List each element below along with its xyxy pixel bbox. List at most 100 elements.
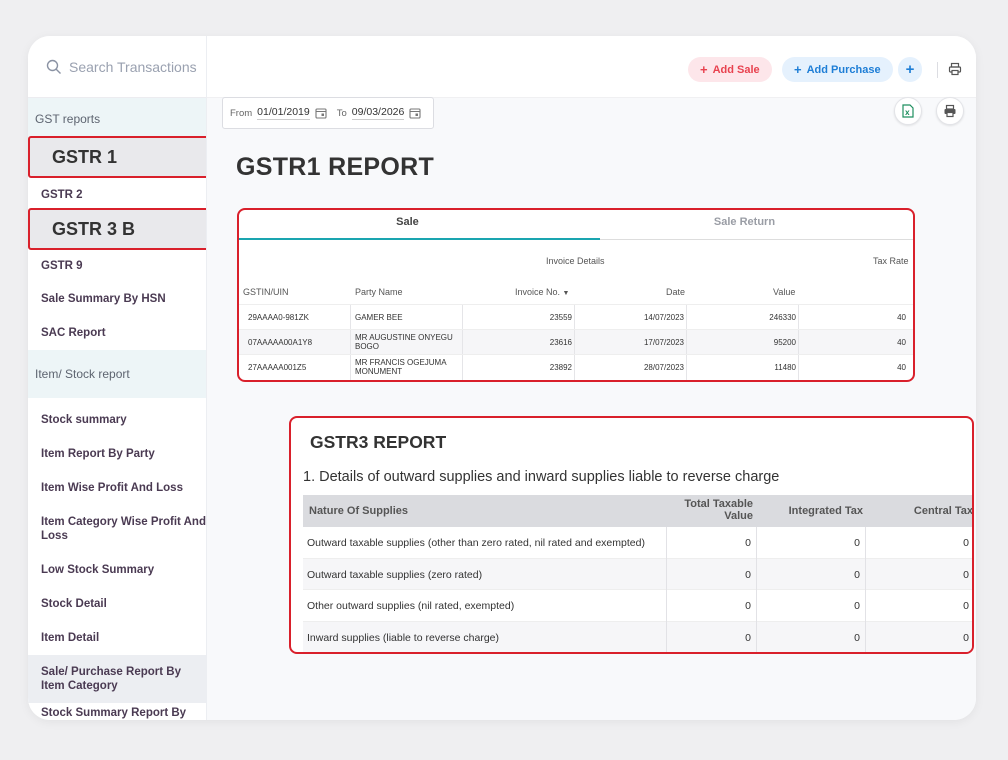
active-tab-indicator <box>239 238 600 240</box>
group-header-tax-rate: Tax Rate <box>873 256 909 266</box>
col-invoice-no[interactable]: Invoice No. ▼ <box>515 287 570 297</box>
column-divider <box>865 558 866 590</box>
column-divider <box>686 330 687 355</box>
column-divider <box>756 590 757 622</box>
table-row[interactable]: 07AAAAA00A1Y8 MR AUGUSTINE ONYEGU BOGO 2… <box>239 329 913 355</box>
excel-icon: X <box>902 104 914 118</box>
search-placeholder: Search Transactions <box>69 58 197 75</box>
column-divider <box>666 558 667 590</box>
add-more-button[interactable]: + <box>898 57 922 82</box>
column-divider <box>686 305 687 330</box>
table-row[interactable]: Outward taxable supplies (zero rated) 0 … <box>303 558 972 590</box>
sidebar-item-gstr9[interactable]: GSTR 9 <box>41 260 83 272</box>
column-divider <box>574 330 575 355</box>
column-divider <box>462 330 463 355</box>
table-row[interactable]: 27AAAAA001Z5 MR FRANCIS OGEJUMA MONUMENT… <box>239 354 913 380</box>
column-divider <box>350 305 351 330</box>
tab-sale[interactable]: Sale <box>396 216 419 228</box>
column-divider <box>666 527 667 559</box>
from-label: From <box>230 107 253 119</box>
section-item-stock-report: Item/ Stock report <box>28 350 206 398</box>
sidebar-item-gstr1[interactable]: GSTR 1 <box>28 136 206 178</box>
sidebar-item-gstr3b[interactable]: GSTR 3 B <box>28 208 206 250</box>
top-bar: + Add Sale + Add Purchase + <box>207 36 976 98</box>
print-icon[interactable] <box>948 62 962 76</box>
search-icon <box>46 59 61 74</box>
main-content: + Add Sale + Add Purchase + From 01/01/201… <box>207 36 976 720</box>
sort-down-icon: ▼ <box>562 290 570 297</box>
excel-export-button[interactable]: X <box>894 97 922 125</box>
table-row[interactable]: 29AAAA0-981ZK GAMER BEE 23559 14/07/2023… <box>239 304 913 330</box>
col-integrated-tax: Integrated Tax <box>788 505 863 517</box>
gstr3-table: Nature Of Supplies Total Taxable Value I… <box>303 495 973 652</box>
sidebar: Search Transactions GST reports GSTR 1 G… <box>28 36 207 720</box>
sidebar-item-category-profit-loss[interactable]: Item Category Wise Profit And Loss <box>41 516 206 542</box>
from-date-input[interactable]: 01/01/2019 <box>257 106 310 120</box>
calendar-icon[interactable] <box>315 107 327 119</box>
col-nature-of-supplies: Nature Of Supplies <box>309 505 409 517</box>
sidebar-item-item-report-by-party[interactable]: Item Report By Party <box>41 448 155 460</box>
column-divider <box>462 355 463 380</box>
col-total-taxable-value: Total Taxable Value <box>684 498 753 522</box>
sidebar-item-stock-detail[interactable]: Stock Detail <box>41 598 107 610</box>
column-divider <box>666 590 667 622</box>
column-divider <box>574 355 575 380</box>
column-divider <box>798 330 799 355</box>
column-divider <box>574 305 575 330</box>
gstr1-report-panel: Sale Sale Return Invoice Details Tax Rat… <box>237 208 915 382</box>
app-window: Search Transactions GST reports GSTR 1 G… <box>28 36 976 720</box>
gstr3-report-panel: GSTR3 REPORT 1. Details of outward suppl… <box>289 416 974 654</box>
column-divider <box>350 355 351 380</box>
col-date: Date <box>666 287 686 297</box>
column-divider <box>462 305 463 330</box>
section-gst-reports: GST reports <box>28 98 206 140</box>
sidebar-item-stock-summary-by-item[interactable]: Stock Summary Report By Item <box>41 707 187 719</box>
column-divider <box>686 355 687 380</box>
date-range-filter: From 01/01/2019 To 09/03/2026 <box>222 97 434 129</box>
gstr3-title: GSTR3 REPORT <box>310 432 447 452</box>
svg-text:X: X <box>905 110 910 117</box>
sidebar-item-hsn-summary[interactable]: Sale Summary By HSN <box>41 293 166 305</box>
add-purchase-button[interactable]: + Add Purchase <box>782 57 893 82</box>
tab-sale-return[interactable]: Sale Return <box>713 216 776 228</box>
divider <box>937 62 938 78</box>
table-header: GSTIN/UIN Party Name Invoice No. ▼ Date … <box>239 282 913 302</box>
column-divider <box>865 527 866 559</box>
sidebar-item-item-detail[interactable]: Item Detail <box>41 632 100 644</box>
col-central-tax: Central Tax <box>913 505 973 517</box>
plus-icon: + <box>700 62 708 77</box>
add-sale-button[interactable]: + Add Sale <box>688 57 772 82</box>
col-value: Value <box>773 287 796 297</box>
sidebar-item-sac-report[interactable]: SAC Report <box>41 327 106 339</box>
to-date-input[interactable]: 09/03/2026 <box>351 106 405 120</box>
report-tabs: Sale Sale Return <box>239 210 913 240</box>
calendar-icon[interactable] <box>409 107 421 119</box>
print-report-button[interactable] <box>936 97 964 125</box>
sidebar-item-low-stock-summary[interactable]: Low Stock Summary <box>41 564 155 576</box>
col-gstin: GSTIN/UIN <box>243 287 289 297</box>
gstr3-subtitle: 1. Details of outward supplies and inwar… <box>303 469 780 485</box>
column-divider <box>756 621 757 652</box>
to-label: To <box>336 107 347 119</box>
column-divider <box>756 558 757 590</box>
sidebar-item-gstr2[interactable]: GSTR 2 <box>41 189 83 201</box>
column-divider <box>865 621 866 652</box>
column-divider <box>865 590 866 622</box>
search-bar[interactable]: Search Transactions <box>28 36 206 98</box>
column-divider <box>756 527 757 559</box>
table-row[interactable]: Inward supplies (liable to reverse charg… <box>303 621 972 652</box>
column-divider <box>350 330 351 355</box>
print-icon <box>944 104 956 118</box>
table-row[interactable]: Outward taxable supplies (other than zer… <box>303 527 972 559</box>
plus-icon: + <box>794 62 802 77</box>
sidebar-item-stock-summary[interactable]: Stock summary <box>41 414 127 426</box>
column-divider <box>798 305 799 330</box>
table-row[interactable]: Other outward supplies (nil rated, exemp… <box>303 590 972 622</box>
table-header: Nature Of Supplies Total Taxable Value I… <box>303 495 973 527</box>
column-divider <box>798 355 799 380</box>
col-party-name: Party Name <box>355 287 403 297</box>
page-title: GSTR1 REPORT <box>236 153 435 181</box>
group-header-invoice-details: Invoice Details <box>546 256 605 266</box>
sidebar-item-item-profit-loss[interactable]: Item Wise Profit And Loss <box>41 482 183 494</box>
sidebar-item-sale-purchase-by-category[interactable]: Sale/ Purchase Report By Item Category <box>28 655 206 703</box>
